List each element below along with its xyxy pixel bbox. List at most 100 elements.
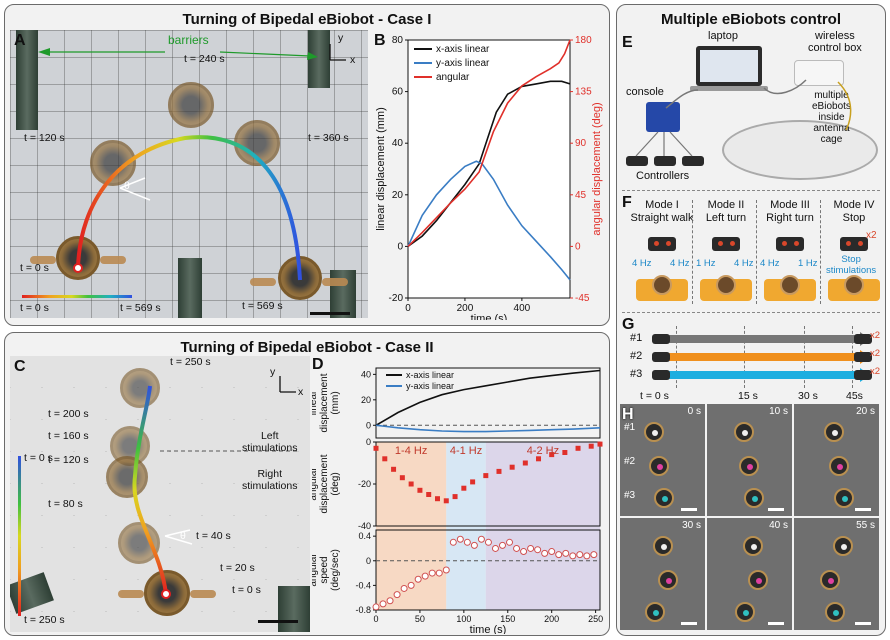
panel-c-overlay <box>18 376 300 623</box>
y-axis-label: speed <box>319 556 330 583</box>
console-label: console <box>626 86 664 98</box>
right-stim-label: Right stimulations <box>242 468 298 492</box>
y-tick-label: -40 <box>358 521 371 531</box>
controller-button <box>794 241 799 246</box>
mode-controller <box>648 237 676 251</box>
y-tick-label: 20 <box>361 395 371 405</box>
wireless-label: wireless control box <box>808 30 862 54</box>
snapshot-time: 30 s <box>682 520 701 531</box>
controller-icon <box>854 370 872 380</box>
laptop-base <box>690 86 768 91</box>
data-point <box>382 456 388 462</box>
legend-label: y-axis linear <box>436 58 490 69</box>
ebiobot-marker <box>747 464 753 470</box>
letter-a: A <box>14 32 26 49</box>
axis-x-label: x <box>350 54 356 66</box>
mode-cell: Mode III Right turn <box>758 197 822 305</box>
double-press-label: x2 <box>870 366 881 377</box>
panel-e-wires <box>635 79 852 157</box>
timeline-bar <box>664 353 860 361</box>
ebiobot-marker <box>743 610 749 616</box>
subplot-frame <box>375 367 601 439</box>
data-point <box>534 546 542 554</box>
snapshot-frame: 40 s <box>707 518 792 630</box>
barrier-right <box>308 30 330 88</box>
section-divider <box>622 312 880 313</box>
x-tick-label: 200 <box>457 303 474 314</box>
data-point <box>421 572 429 580</box>
wireless-box <box>794 60 844 86</box>
robot-id-label: #2 <box>624 456 636 467</box>
data-point <box>414 575 422 583</box>
letter-c: C <box>14 358 26 375</box>
letter-e: E <box>622 34 633 51</box>
colorbar-end: t = 569 s <box>120 302 161 314</box>
data-point <box>463 538 471 546</box>
y-axis-label: (deg) <box>330 472 341 495</box>
y-tick-label: -0.8 <box>355 605 371 615</box>
series-line-y-axis-linear <box>375 424 601 433</box>
time-label: t = 20 s <box>220 562 255 574</box>
mode-name: Mode IV <box>833 199 875 211</box>
letter-f: F <box>622 194 632 211</box>
x-tick-label: 400 <box>514 303 531 314</box>
case2-title: Turning of Bipedal eBiobot - Case II <box>180 339 434 356</box>
panel-c-photo: t = 250 s t = 200 s t = 160 s t = 120 s … <box>10 356 310 632</box>
ebiobot-marker <box>661 544 667 550</box>
data-point <box>562 450 568 455</box>
controller-3 <box>682 156 704 166</box>
y-tick-label: 80 <box>392 35 404 46</box>
row-label: #1 <box>630 332 643 344</box>
robot-t240 <box>168 82 214 128</box>
robot-t250 <box>120 368 160 408</box>
data-point <box>513 544 521 552</box>
snapshot-frame: 10 s <box>707 404 792 516</box>
y-axis-label-group: angular displacement (deg) <box>312 454 341 513</box>
y-tick-label: 0.4 <box>358 531 371 541</box>
panel-a-overlay <box>22 44 350 315</box>
time-label: t = 0 s <box>232 584 261 596</box>
robot-id-label: #3 <box>624 490 636 501</box>
x-tick-label: 150 <box>500 614 515 624</box>
robot-body-icon <box>716 275 736 295</box>
data-point <box>506 538 514 546</box>
ebiobot-marker <box>751 544 757 550</box>
mode-desc: Right turn <box>766 212 814 224</box>
time-label: t = 80 s <box>48 498 83 510</box>
scale-bar <box>855 508 871 511</box>
robot-leg <box>322 278 348 286</box>
x-axis-label: time (s) <box>470 624 507 634</box>
time-label: t = 569 s <box>242 300 283 312</box>
robot-body-icon <box>652 275 672 295</box>
scale-bar <box>681 508 697 511</box>
row-label: #2 <box>630 350 643 362</box>
data-point <box>588 443 594 449</box>
time-tick-label: 15 s <box>738 390 758 402</box>
data-point <box>562 549 570 557</box>
series-line-x-axis-linear <box>375 369 601 426</box>
data-point <box>399 475 405 481</box>
ebiobot-marker <box>752 496 758 502</box>
x-tick-label: 0 <box>373 614 378 624</box>
mode-controller <box>776 237 804 251</box>
letter-b: B <box>374 32 386 49</box>
legend-label: x-axis linear <box>406 370 454 380</box>
data-point <box>442 566 450 574</box>
y2-tick-label: 90 <box>575 138 587 149</box>
angle-label: θ <box>180 530 186 542</box>
mode-name: Mode II <box>707 199 745 211</box>
mode-cell: Mode I Straight walk <box>630 197 694 305</box>
plot-area <box>407 39 571 299</box>
data-point <box>456 535 464 543</box>
trajectory-c <box>132 385 168 595</box>
snapshot-frame: 0 s <box>620 404 705 516</box>
mode-desc: Straight walk <box>630 212 694 224</box>
axis-x-label: x <box>298 386 304 398</box>
data-point <box>491 544 499 552</box>
controller-1 <box>626 156 648 166</box>
laptop-label: laptop <box>708 30 738 42</box>
right-freq: 1 Hz <box>798 258 818 269</box>
data-point <box>583 552 591 560</box>
ebiobot-marker <box>662 496 668 502</box>
